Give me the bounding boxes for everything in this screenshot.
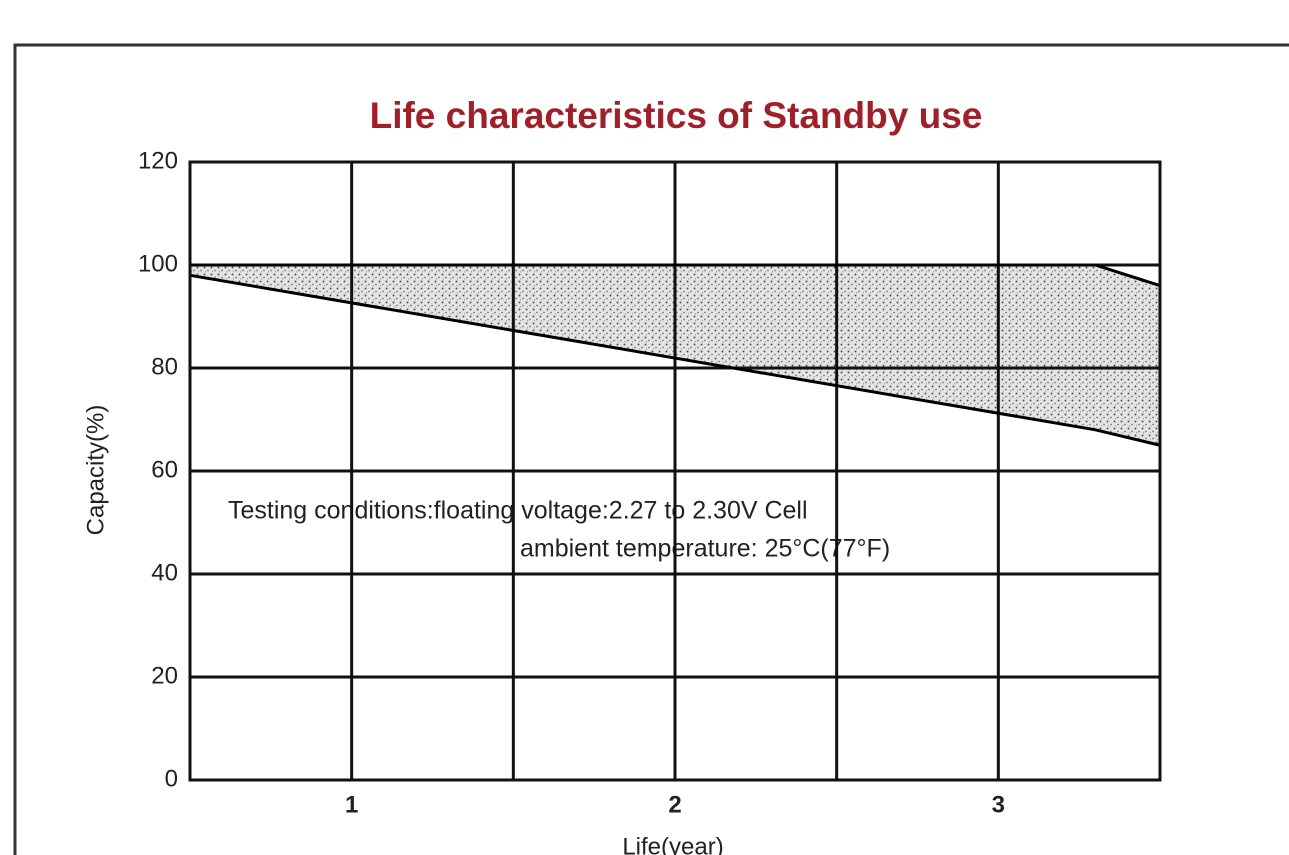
y-tick-label: 20 (151, 662, 178, 689)
x-axis-label: Life(year) (622, 833, 723, 855)
chart-title: Life characteristics of Standby use (370, 95, 983, 136)
series-line (189, 273, 1161, 447)
y-tick-label: 120 (138, 147, 178, 174)
x-tick-label: 1 (345, 791, 358, 818)
y-tick-label: 0 (165, 765, 178, 792)
x-tick-label: 2 (668, 791, 681, 818)
y-tick-label: 100 (138, 250, 178, 277)
y-tick-label: 60 (151, 456, 178, 483)
x-tick-label: 3 (992, 791, 1005, 818)
frame (13, 43, 1289, 855)
annotation: ambient temperature: 25°C(77°F) (520, 535, 890, 563)
plot-border (188, 160, 1162, 782)
y-tick-label: 40 (151, 559, 178, 586)
annotation: Testing conditions:floating voltage:2.27… (228, 497, 808, 525)
y-tick-label: 80 (151, 353, 178, 380)
series-line (190, 263, 1161, 288)
y-axis-label: Capacity(%) (82, 405, 109, 536)
